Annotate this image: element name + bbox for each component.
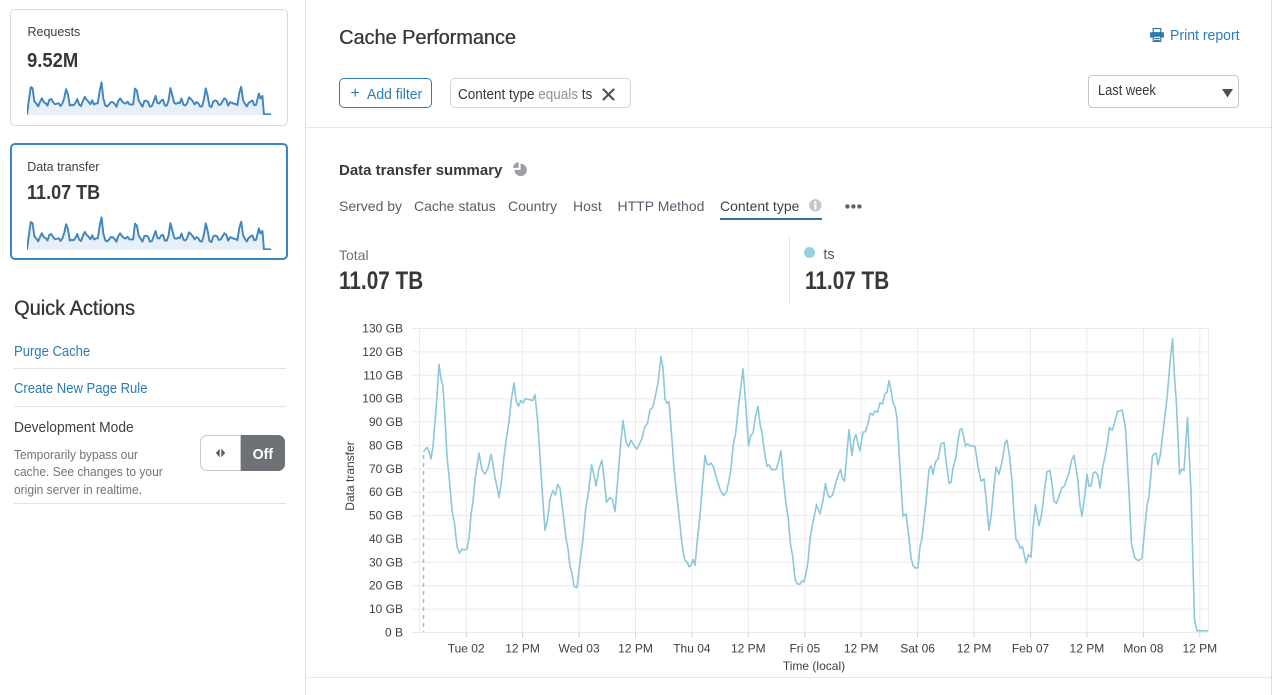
svg-text:0 B: 0 B	[385, 626, 403, 640]
svg-text:30 GB: 30 GB	[369, 555, 403, 569]
svg-text:12 PM: 12 PM	[1070, 642, 1105, 656]
svg-text:Data transfer: Data transfer	[343, 441, 357, 510]
svg-text:130 GB: 130 GB	[362, 322, 403, 336]
svg-text:50 GB: 50 GB	[369, 509, 403, 523]
svg-text:20 GB: 20 GB	[369, 579, 403, 593]
svg-text:90 GB: 90 GB	[369, 415, 403, 429]
svg-text:40 GB: 40 GB	[369, 532, 403, 546]
svg-text:Thu 04: Thu 04	[673, 642, 711, 656]
svg-text:Tue 02: Tue 02	[448, 642, 485, 656]
svg-text:70 GB: 70 GB	[369, 462, 403, 476]
svg-text:110 GB: 110 GB	[363, 368, 403, 382]
svg-text:12 PM: 12 PM	[957, 642, 992, 656]
svg-text:100 GB: 100 GB	[362, 392, 403, 406]
svg-text:60 GB: 60 GB	[369, 485, 403, 499]
svg-text:Sat 06: Sat 06	[900, 642, 935, 656]
svg-text:Time (local): Time (local)	[783, 659, 845, 673]
svg-text:Fri 05: Fri 05	[789, 642, 820, 656]
svg-text:12 PM: 12 PM	[505, 642, 540, 656]
svg-text:12 PM: 12 PM	[731, 642, 766, 656]
svg-text:Wed 03: Wed 03	[559, 642, 600, 656]
svg-text:Mon 08: Mon 08	[1123, 642, 1163, 656]
svg-text:12 PM: 12 PM	[618, 642, 653, 656]
svg-text:10 GB: 10 GB	[369, 602, 403, 616]
svg-text:Feb 07: Feb 07	[1012, 642, 1050, 656]
svg-text:12 PM: 12 PM	[844, 642, 879, 656]
svg-text:120 GB: 120 GB	[362, 345, 403, 359]
svg-text:80 GB: 80 GB	[369, 438, 403, 452]
svg-text:12 PM: 12 PM	[1182, 642, 1217, 656]
